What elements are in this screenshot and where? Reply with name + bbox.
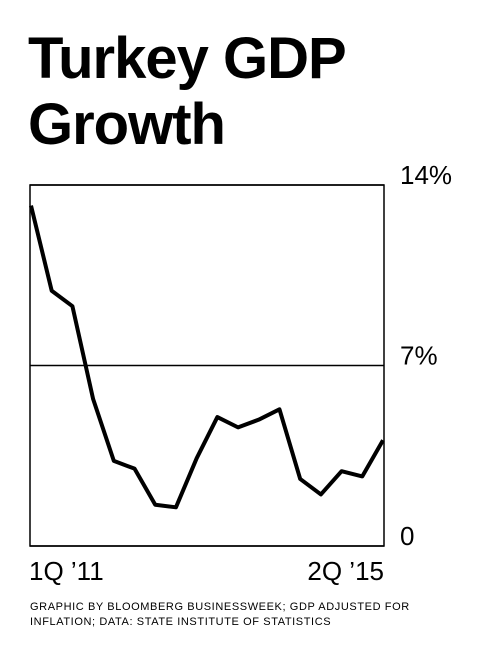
y-tick-label: 0	[400, 521, 414, 551]
data-line	[29, 205, 385, 510]
x-tick-label: 1Q ’11	[29, 556, 104, 586]
chart-title: Turkey GDP Growth	[28, 26, 346, 157]
chart: 0 7% 14% 1Q ’11 2Q ’15	[29, 160, 452, 586]
x-tick-label: 2Q ’15	[307, 556, 384, 586]
y-tick-label: 14%	[400, 160, 452, 190]
y-tick-label: 7%	[400, 341, 438, 371]
source-note: GRAPHIC BY BLOOMBERG BUSINESSWEEK; GDP A…	[30, 601, 410, 628]
